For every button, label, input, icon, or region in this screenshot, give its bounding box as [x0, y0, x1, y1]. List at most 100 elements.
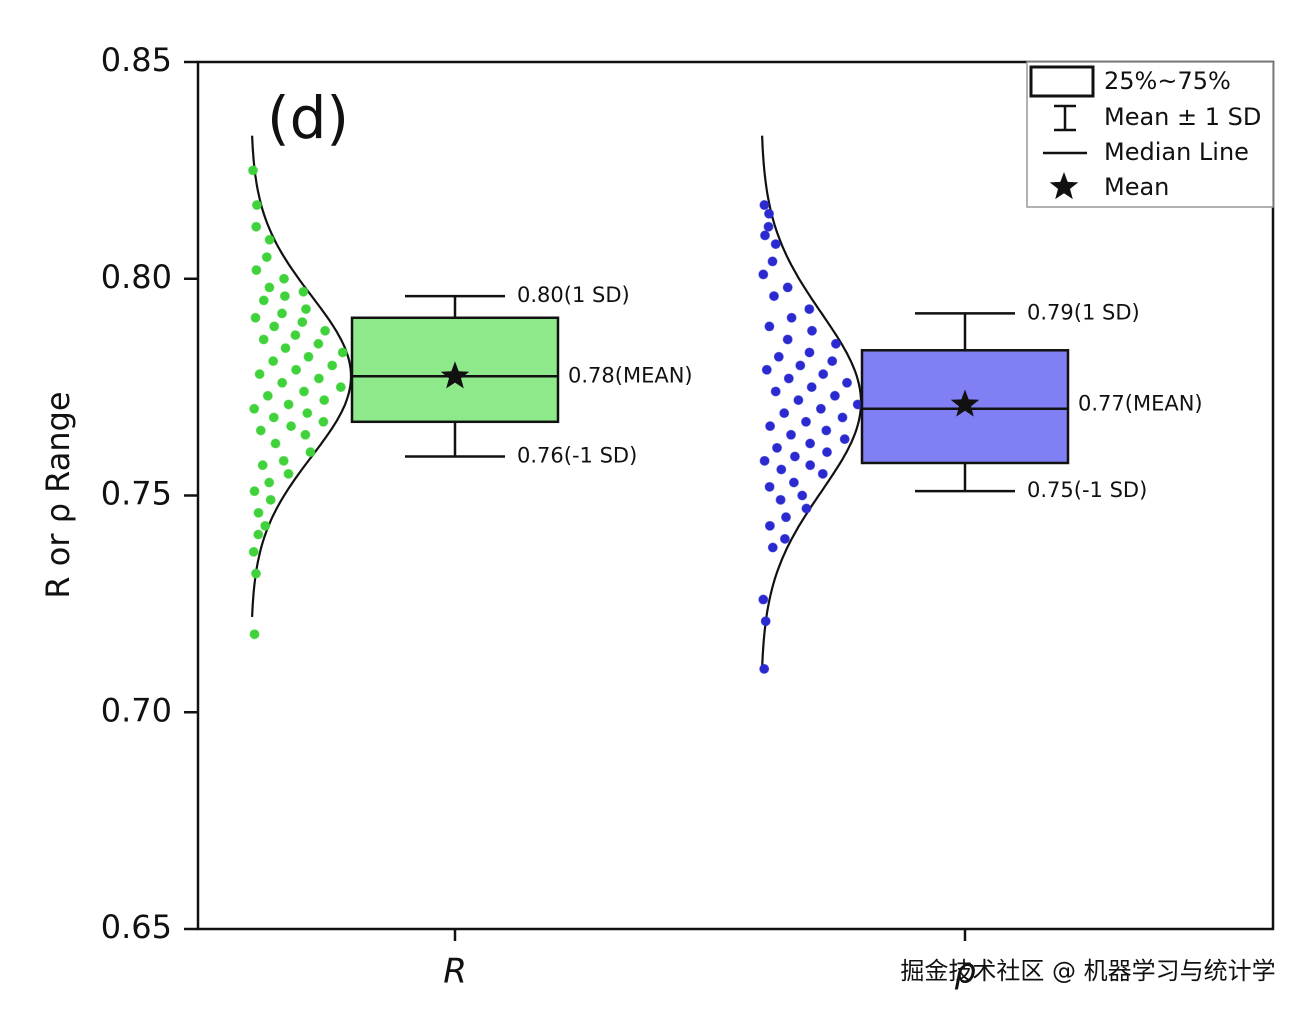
- data-point: [253, 507, 264, 518]
- data-point: [335, 382, 346, 393]
- data-point: [775, 494, 786, 505]
- data-point: [772, 442, 782, 453]
- data-point: [305, 447, 316, 458]
- data-point: [283, 468, 294, 479]
- data-point: [793, 395, 804, 406]
- mean-star: [950, 389, 980, 417]
- data-point: [770, 239, 781, 250]
- data-point: [789, 451, 800, 462]
- data-point: [253, 529, 264, 540]
- data-point: [807, 325, 817, 336]
- value-label: 0.80(1 SD): [517, 283, 630, 307]
- data-point: [268, 356, 279, 367]
- data-point: [302, 408, 313, 419]
- data-point: [249, 486, 260, 497]
- data-point: [298, 286, 309, 297]
- data-point: [758, 269, 769, 280]
- data-point: [286, 421, 297, 432]
- data-point: [261, 252, 272, 263]
- data-point: [249, 629, 260, 640]
- data-point: [251, 221, 262, 232]
- y-tick-label: 0.75: [101, 475, 172, 513]
- data-point: [280, 343, 291, 354]
- y-tick-label: 0.65: [101, 908, 172, 946]
- data-point: [805, 438, 816, 449]
- data-point: [801, 416, 811, 427]
- data-point: [265, 494, 276, 505]
- data-point: [759, 663, 770, 674]
- data-point: [759, 455, 770, 466]
- data-point: [327, 360, 338, 371]
- data-point: [318, 416, 329, 427]
- data-point: [786, 429, 796, 440]
- data-point: [264, 234, 275, 245]
- data-point: [782, 334, 793, 345]
- legend-whisker-icon: [1054, 104, 1076, 132]
- data-point: [300, 429, 311, 440]
- data-point: [795, 360, 806, 371]
- data-point: [279, 273, 289, 284]
- legend-label: Mean: [1104, 173, 1169, 201]
- y-tick-label: 0.80: [101, 258, 172, 296]
- value-label: 0.78(MEAN): [568, 363, 693, 387]
- data-point: [821, 425, 832, 436]
- data-point: [773, 351, 784, 362]
- data-point: [842, 377, 852, 388]
- legend-label: Mean ± 1 SD: [1104, 103, 1261, 131]
- data-point: [765, 421, 776, 432]
- x-tick-label: ρ: [954, 952, 976, 992]
- value-label: 0.76(-1 SD): [517, 443, 637, 467]
- legend: 25%~75% Mean ± 1 SD Median Line Mean: [1026, 61, 1274, 208]
- data-point: [764, 481, 775, 492]
- legend-label: 25%~75%: [1104, 67, 1231, 95]
- data-point: [830, 338, 841, 349]
- data-point: [290, 330, 301, 341]
- data-point: [779, 408, 790, 419]
- data-point: [278, 455, 289, 466]
- data-point: [806, 382, 817, 393]
- data-point: [761, 364, 772, 375]
- data-point: [264, 477, 275, 488]
- data-point: [279, 291, 290, 302]
- data-point: [313, 338, 324, 349]
- data-point: [264, 282, 275, 293]
- data-point: [782, 282, 793, 293]
- legend-label: Median Line: [1104, 138, 1249, 166]
- distribution-curve: [251, 135, 353, 617]
- data-point: [254, 369, 265, 380]
- data-point: [764, 321, 775, 332]
- data-point: [249, 403, 260, 414]
- data-point: [313, 373, 324, 384]
- data-point: [248, 546, 259, 557]
- data-point: [760, 616, 771, 627]
- data-point: [262, 390, 273, 401]
- data-point: [779, 533, 790, 544]
- data-point: [319, 395, 330, 406]
- y-axis-label: R or ρ Range: [39, 391, 77, 598]
- data-point: [337, 347, 348, 358]
- mean-star: [440, 361, 470, 389]
- data-point: [837, 412, 848, 423]
- data-point: [297, 317, 308, 328]
- data-point: [299, 386, 309, 397]
- data-point: [251, 568, 261, 579]
- data-point: [257, 460, 268, 471]
- data-point: [269, 321, 280, 332]
- data-point: [783, 373, 794, 384]
- data-point: [805, 460, 816, 471]
- value-label: 0.77(MEAN): [1078, 391, 1203, 415]
- data-point: [291, 364, 302, 375]
- data-point: [258, 334, 269, 345]
- data-point: [776, 464, 787, 475]
- data-point: [763, 221, 774, 232]
- data-point: [320, 325, 331, 336]
- data-point: [758, 594, 769, 605]
- data-point: [770, 386, 781, 397]
- data-point: [277, 308, 287, 319]
- value-label: 0.75(-1 SD): [1027, 478, 1147, 502]
- data-point: [767, 542, 778, 553]
- legend-box-icon: [1029, 65, 1095, 98]
- data-point: [804, 304, 815, 315]
- data-point: [268, 412, 279, 423]
- data-point: [764, 520, 775, 531]
